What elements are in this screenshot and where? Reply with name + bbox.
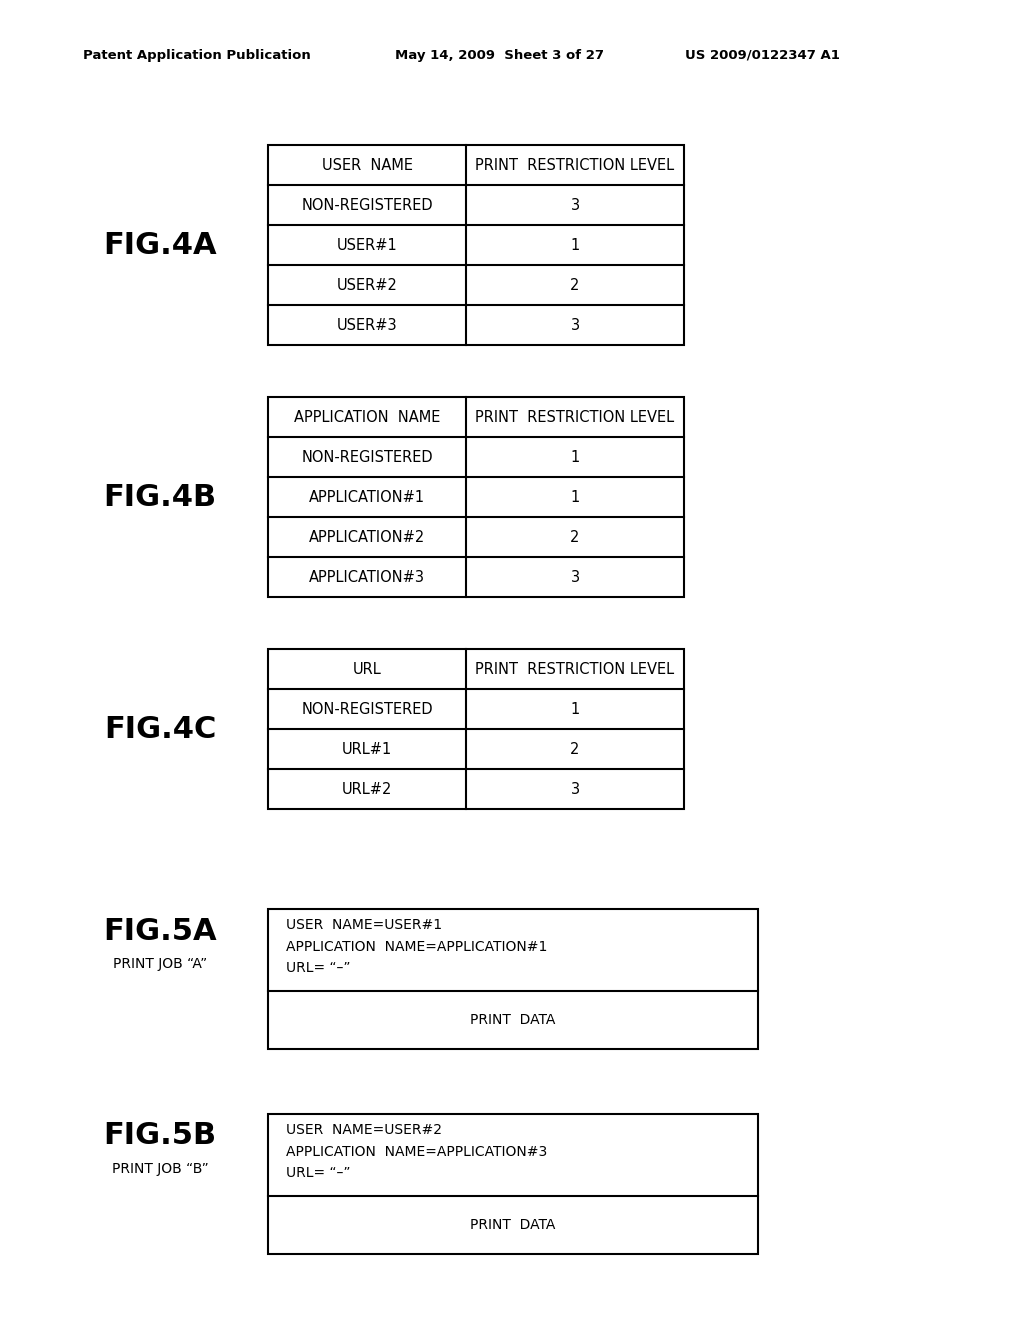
Text: 3: 3 xyxy=(570,781,580,796)
Text: USER  NAME=USER#1: USER NAME=USER#1 xyxy=(286,919,442,932)
Text: US 2009/0122347 A1: US 2009/0122347 A1 xyxy=(685,49,840,62)
Text: FIG.4C: FIG.4C xyxy=(103,714,216,743)
Text: NON-REGISTERED: NON-REGISTERED xyxy=(301,198,433,213)
Text: PRINT  RESTRICTION LEVEL: PRINT RESTRICTION LEVEL xyxy=(475,157,675,173)
Text: PRINT JOB “A”: PRINT JOB “A” xyxy=(113,957,207,972)
Text: URL#2: URL#2 xyxy=(342,781,392,796)
Text: URL#1: URL#1 xyxy=(342,742,392,756)
Text: 1: 1 xyxy=(570,490,580,504)
Bar xyxy=(268,1114,758,1254)
Text: 2: 2 xyxy=(570,742,580,756)
Bar xyxy=(268,397,684,597)
Text: FIG.5B: FIG.5B xyxy=(103,1122,216,1151)
Text: URL: URL xyxy=(352,661,381,676)
Text: 3: 3 xyxy=(570,318,580,333)
Text: FIG.5A: FIG.5A xyxy=(103,916,217,945)
Text: PRINT JOB “B”: PRINT JOB “B” xyxy=(112,1162,208,1176)
Text: PRINT  RESTRICTION LEVEL: PRINT RESTRICTION LEVEL xyxy=(475,409,675,425)
Text: NON-REGISTERED: NON-REGISTERED xyxy=(301,450,433,465)
Text: NON-REGISTERED: NON-REGISTERED xyxy=(301,701,433,717)
Text: 2: 2 xyxy=(570,529,580,544)
Text: 2: 2 xyxy=(570,277,580,293)
Text: USER#2: USER#2 xyxy=(337,277,397,293)
Text: USER#1: USER#1 xyxy=(337,238,397,252)
Text: FIG.4A: FIG.4A xyxy=(103,231,217,260)
Text: 1: 1 xyxy=(570,701,580,717)
Text: APPLICATION#2: APPLICATION#2 xyxy=(309,529,425,544)
Text: Patent Application Publication: Patent Application Publication xyxy=(83,49,310,62)
Text: APPLICATION  NAME: APPLICATION NAME xyxy=(294,409,440,425)
Bar xyxy=(268,909,758,1049)
Text: USER  NAME: USER NAME xyxy=(322,157,413,173)
Text: APPLICATION  NAME=APPLICATION#3: APPLICATION NAME=APPLICATION#3 xyxy=(286,1144,547,1159)
Text: URL= “–”: URL= “–” xyxy=(286,961,350,975)
Text: 1: 1 xyxy=(570,238,580,252)
Text: APPLICATION  NAME=APPLICATION#1: APPLICATION NAME=APPLICATION#1 xyxy=(286,940,548,954)
Text: FIG.4B: FIG.4B xyxy=(103,483,216,511)
Text: APPLICATION#1: APPLICATION#1 xyxy=(309,490,425,504)
Text: URL= “–”: URL= “–” xyxy=(286,1167,350,1180)
Text: 1: 1 xyxy=(570,450,580,465)
Text: PRINT  DATA: PRINT DATA xyxy=(470,1012,556,1027)
Bar xyxy=(268,649,684,809)
Text: USER  NAME=USER#2: USER NAME=USER#2 xyxy=(286,1123,442,1138)
Text: USER#3: USER#3 xyxy=(337,318,397,333)
Bar xyxy=(268,145,684,345)
Text: 3: 3 xyxy=(570,569,580,585)
Text: 3: 3 xyxy=(570,198,580,213)
Text: APPLICATION#3: APPLICATION#3 xyxy=(309,569,425,585)
Text: May 14, 2009  Sheet 3 of 27: May 14, 2009 Sheet 3 of 27 xyxy=(395,49,604,62)
Text: PRINT  RESTRICTION LEVEL: PRINT RESTRICTION LEVEL xyxy=(475,661,675,676)
Text: PRINT  DATA: PRINT DATA xyxy=(470,1218,556,1232)
